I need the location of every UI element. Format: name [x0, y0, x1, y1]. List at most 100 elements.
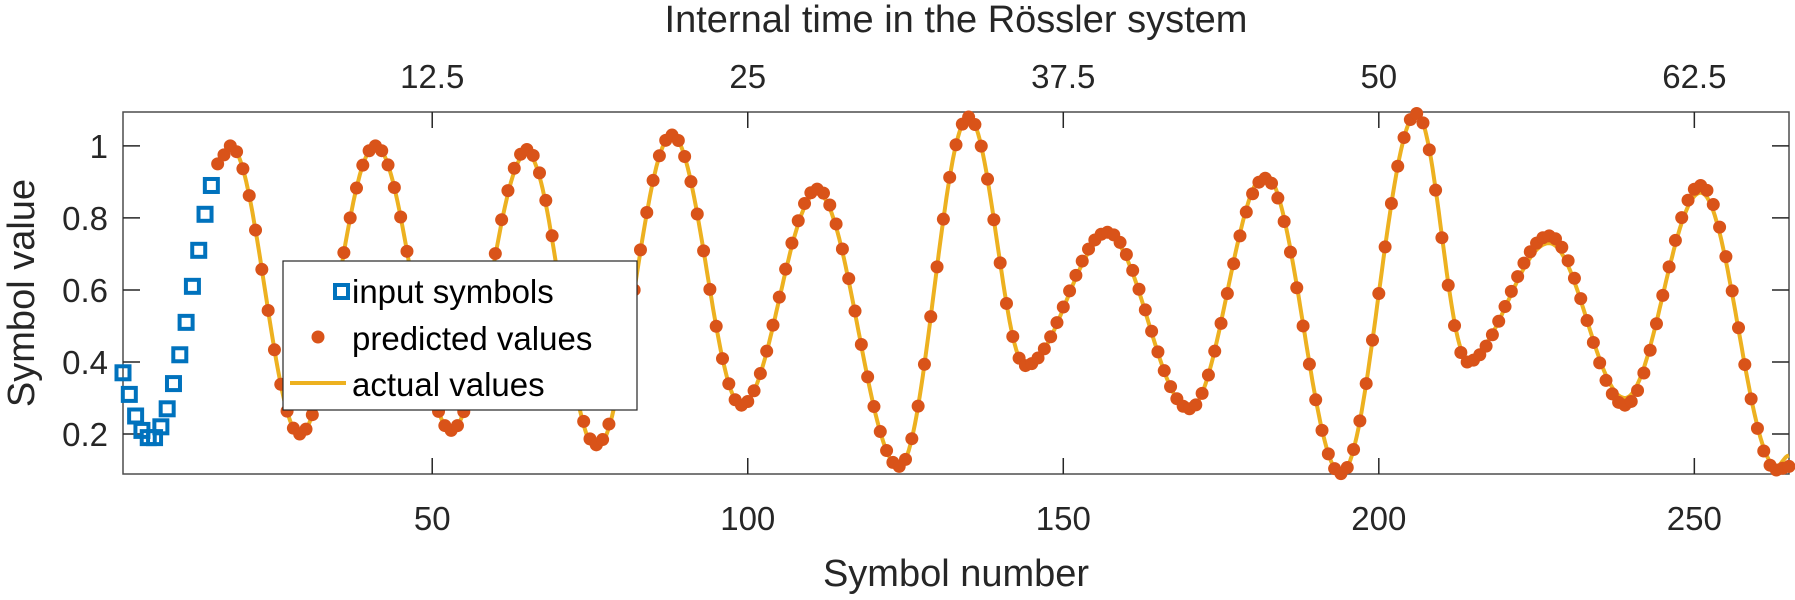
predicted-dot — [1214, 316, 1228, 330]
predicted-dot — [911, 399, 925, 413]
predicted-dot — [1441, 278, 1455, 292]
x-tick-label: 250 — [1667, 500, 1722, 537]
predicted-dot — [1233, 229, 1247, 243]
predicted-dot — [1227, 257, 1241, 271]
predicted-dot — [1201, 368, 1215, 382]
predicted-dot — [899, 452, 913, 466]
predicted-dot — [305, 408, 319, 422]
predicted-dot — [1586, 335, 1600, 349]
predicted-dot — [1082, 242, 1096, 256]
predicted-dot — [1662, 260, 1676, 274]
input-square — [152, 418, 170, 436]
predicted-dot — [779, 262, 793, 276]
predicted-dot — [381, 158, 395, 172]
x-tick-label: 200 — [1351, 500, 1406, 537]
predicted-dot — [766, 318, 780, 332]
predicted-dot — [1675, 211, 1689, 225]
predicted-dot — [1681, 193, 1695, 207]
predicted-dot — [753, 367, 767, 381]
predicted-dot — [545, 229, 559, 243]
predicted-dot — [1372, 287, 1386, 301]
predicted-dot — [1668, 233, 1682, 247]
predicted-dot — [987, 213, 1001, 227]
predicted-dot — [1277, 215, 1291, 229]
predicted-dot — [981, 172, 995, 186]
predicted-dot — [1157, 364, 1171, 378]
predicted-dot — [1448, 319, 1462, 333]
predicted-dot — [1757, 444, 1771, 458]
predicted-dot — [640, 205, 654, 219]
predicted-dot — [1265, 176, 1279, 190]
input-square — [190, 241, 208, 259]
predicted-dot — [261, 303, 275, 317]
predicted-dot — [760, 344, 774, 358]
predicted-dot — [1574, 292, 1588, 306]
input-square — [114, 364, 132, 382]
predicted-dot — [1063, 284, 1077, 298]
predicted-dot — [387, 181, 401, 195]
predicted-dot — [1347, 443, 1361, 457]
predicted-dot — [1492, 314, 1506, 328]
predicted-dot — [716, 352, 730, 366]
predicted-dot — [1126, 263, 1140, 277]
predicted-dot — [1782, 459, 1795, 473]
predicted-dot — [1725, 284, 1739, 298]
predicted-dot — [1138, 303, 1152, 317]
predicted-dot — [1366, 333, 1379, 347]
legend-input-label: input symbols — [352, 273, 554, 310]
predicted-dot — [1561, 254, 1575, 268]
predicted-dot — [943, 170, 957, 184]
predicted-dot — [671, 134, 685, 148]
predicted-dot — [1069, 268, 1083, 282]
predicted-dot — [1239, 205, 1253, 219]
predicted-dot — [867, 400, 881, 414]
input-symbols-markers — [114, 176, 220, 447]
predicted-dot — [394, 210, 408, 224]
predicted-dot — [1044, 330, 1058, 344]
predicted-dot — [1511, 270, 1525, 284]
predicted-dot — [798, 197, 812, 211]
predicted-dot — [507, 161, 521, 175]
predicted-dot — [501, 184, 515, 198]
top-x-tick-label: 50 — [1360, 58, 1397, 95]
predicted-dot — [242, 189, 256, 203]
predicted-dot — [1706, 198, 1720, 212]
predicted-dot — [690, 207, 704, 221]
predicted-dot — [400, 244, 414, 258]
predicted-dot — [1006, 330, 1020, 344]
predicted-dot — [633, 243, 647, 257]
axis-ticks — [123, 112, 1789, 474]
predicted-dot — [1567, 271, 1581, 285]
predicted-dot — [772, 290, 786, 304]
predicted-dot — [1050, 316, 1064, 330]
predicted-dot — [1429, 183, 1443, 197]
predicted-dot — [1302, 357, 1316, 371]
predicted-dot — [337, 246, 351, 260]
predicted-dot — [1744, 392, 1758, 406]
predicted-dot — [829, 217, 843, 231]
predicted-dot — [1750, 421, 1764, 435]
predicted-dot — [1246, 187, 1260, 201]
predicted-dot — [488, 247, 502, 261]
predicted-dot — [1713, 220, 1727, 234]
top-x-tick-label: 25 — [729, 58, 766, 95]
predicted-dot — [1145, 324, 1159, 338]
predicted-dot — [936, 212, 950, 226]
predicted-dot — [1422, 143, 1436, 157]
predicted-dot — [697, 244, 711, 258]
predicted-dot — [709, 319, 723, 333]
predicted-dot — [1315, 423, 1329, 437]
y-tick-label: 0.2 — [62, 416, 108, 453]
predicted-dot — [791, 214, 805, 228]
predicted-dot — [533, 166, 546, 180]
predicted-dot — [1384, 196, 1398, 210]
predicted-dot — [1189, 398, 1203, 412]
predicted-dot — [1738, 358, 1752, 372]
predicted-dot — [1340, 461, 1354, 475]
predicted-dot — [993, 256, 1007, 270]
x-axis-title: Symbol number — [823, 553, 1089, 595]
predicted-dot — [1498, 300, 1512, 314]
predicted-dot — [1485, 328, 1499, 342]
predicted-dot — [1296, 319, 1310, 333]
